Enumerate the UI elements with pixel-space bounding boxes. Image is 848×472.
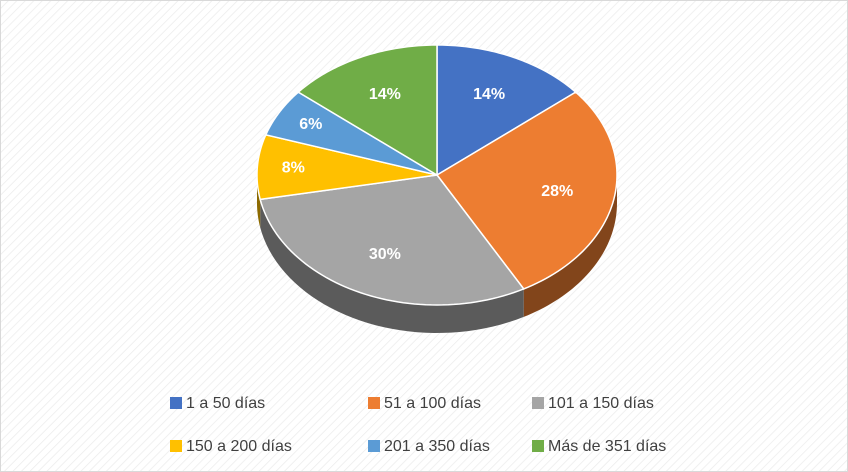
slice	[256, 133, 438, 201]
legend-swatch	[368, 397, 380, 409]
legend-swatch	[532, 440, 544, 452]
legend-label: 150 a 200 días	[186, 438, 292, 455]
data-label: 14%	[473, 86, 505, 103]
legend-label: 1 a 50 días	[186, 395, 265, 412]
legend-swatch	[170, 397, 182, 409]
slice-side	[523, 175, 617, 317]
data-label: 8%	[282, 160, 305, 177]
slice	[297, 44, 438, 177]
legend-swatch	[532, 397, 544, 409]
legend-label: 101 a 150 días	[548, 395, 654, 412]
legend-swatch	[170, 440, 182, 452]
legend-label: 51 a 100 días	[384, 395, 481, 412]
slice	[435, 91, 618, 290]
slice	[264, 91, 438, 176]
data-label: 30%	[369, 246, 401, 263]
legend-label: 201 a 350 días	[384, 438, 490, 455]
slice	[259, 174, 525, 306]
slice	[436, 44, 577, 177]
data-label: 6%	[299, 116, 322, 133]
slice-side	[260, 199, 524, 333]
data-label: 28%	[541, 183, 573, 200]
legend-swatch	[368, 440, 380, 452]
legend-label: Más de 351 días	[548, 438, 666, 455]
data-label: 14%	[369, 86, 401, 103]
